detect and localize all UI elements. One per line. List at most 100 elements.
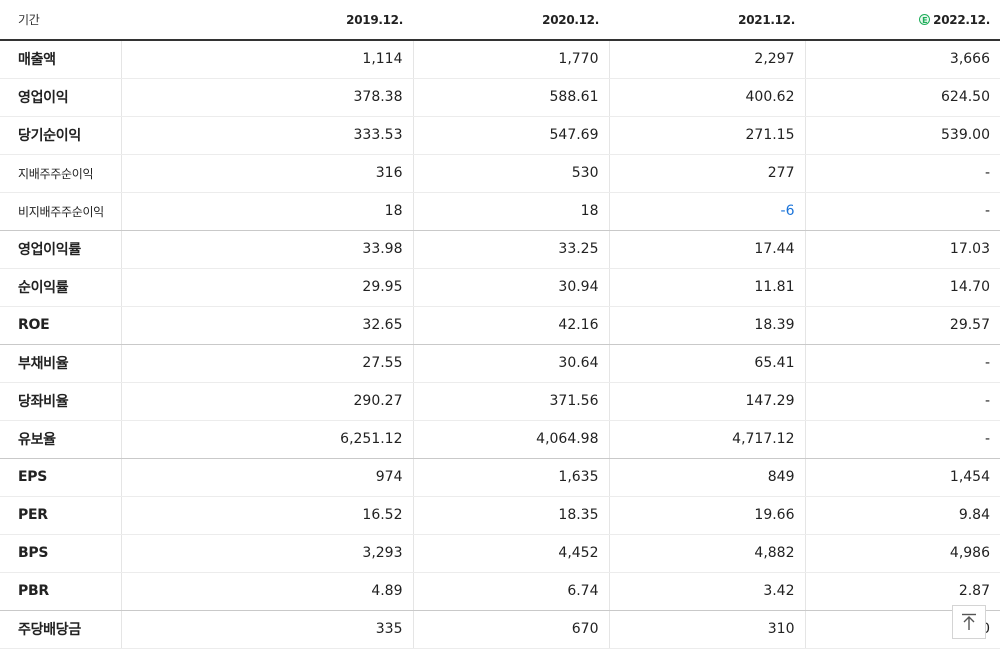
table-row: 유보율 6,251.12 4,064.98 4,717.12-: [0, 420, 1000, 459]
row-label: 지배주주순이익: [0, 154, 121, 193]
value-cell: 6.74: [412, 572, 609, 611]
row-label: 매출액: [0, 40, 121, 79]
value-cell: 849: [608, 458, 805, 497]
value-cell: 588.61: [412, 78, 609, 117]
value-cell: 310: [608, 610, 805, 649]
value-cell: -: [804, 382, 1000, 421]
value-cell: 14.70: [804, 268, 1000, 307]
value-cell: 335: [120, 610, 413, 649]
row-label: PBR: [0, 572, 121, 611]
value-cell: 1,114: [120, 40, 413, 79]
table-body: 매출액 1,114 1,770 2,297 3,666 영업이익 378.38 588.61 4…: [0, 40, 1000, 649]
row-label: 영업이익률: [0, 230, 121, 269]
row-label: 부채비율: [0, 344, 121, 383]
value-cell: 539.00: [804, 116, 1000, 155]
value-cell: 371.56: [412, 382, 609, 421]
value-cell: 33.98: [120, 230, 413, 269]
scroll-to-top-button[interactable]: [952, 605, 986, 639]
table-row: 비지배주주순이익 18 18 -6-: [0, 192, 1000, 231]
table-header: 기간 2019.12. 2020.12. 2021.12. E 2022.12.: [0, 0, 1000, 41]
row-label: 당좌비율: [0, 382, 121, 421]
row-label: 유보율: [0, 420, 121, 459]
value-cell: 974: [120, 458, 413, 497]
period-label: 2020.12.: [542, 12, 599, 27]
table-row: 당기순이익 333.53 547.69 271.15 539.00: [0, 116, 1000, 155]
period-label: 2019.12.: [346, 12, 403, 27]
value-cell: 271.15: [608, 116, 805, 155]
value-cell: 1,454: [804, 458, 1000, 497]
value-cell: 17.44: [608, 230, 805, 269]
value-cell: 6,251.12: [120, 420, 413, 459]
value-cell: 3,293: [120, 534, 413, 573]
value-cell: 4,717.12: [608, 420, 805, 459]
value-cell: 18: [120, 192, 413, 231]
row-label: 비지배주주순이익: [0, 192, 121, 231]
value-cell: 42.16: [412, 306, 609, 345]
value-cell: 4,452: [412, 534, 609, 573]
period-label: 2022.12.: [933, 12, 990, 27]
period-2021: 2021.12.: [609, 0, 805, 41]
value-cell: 32.65: [120, 306, 413, 345]
value-cell: 11.81: [608, 268, 805, 307]
period-2020: 2020.12.: [413, 0, 609, 41]
table-row: BPS 3,293 4,452 4,882 4,986: [0, 534, 1000, 573]
period-2019: 2019.12.: [121, 0, 413, 41]
table-row: 매출액 1,114 1,770 2,297 3,666: [0, 40, 1000, 79]
value-cell: 33.25: [412, 230, 609, 269]
value-cell: 378.38: [120, 78, 413, 117]
value-cell: 30.94: [412, 268, 609, 307]
table-row: PBR 4.89 6.74 3.42 2.87: [0, 572, 1000, 611]
value-cell: 1,635: [412, 458, 609, 497]
value-cell: 624.50: [804, 78, 1000, 117]
value-cell: 4,986: [804, 534, 1000, 573]
period-label: 2021.12.: [738, 12, 795, 27]
value-cell: 333.53: [120, 116, 413, 155]
value-cell: 1,770: [412, 40, 609, 79]
row-label: ROE: [0, 306, 121, 345]
value-cell: 3.42: [608, 572, 805, 611]
value-cell: 18.35: [412, 496, 609, 535]
row-label: 순이익률: [0, 268, 121, 307]
value-cell: 27.55: [120, 344, 413, 383]
value-cell: 65.41: [608, 344, 805, 383]
row-label: PER: [0, 496, 121, 535]
table-row: 영업이익 378.38 588.61 400.62 624.50: [0, 78, 1000, 117]
value-cell: 29.57: [804, 306, 1000, 345]
value-cell: 18.39: [608, 306, 805, 345]
value-cell: 530: [412, 154, 609, 193]
arrow-up-to-line-icon: [962, 613, 976, 630]
value-cell: 3,666: [804, 40, 1000, 79]
value-cell: 2,297: [608, 40, 805, 79]
value-cell: 9.84: [804, 496, 1000, 535]
value-cell: -6: [608, 192, 805, 231]
table-row: 부채비율 27.55 30.64 65.41-: [0, 344, 1000, 383]
value-cell: 277: [608, 154, 805, 193]
estimate-badge-icon: E: [919, 13, 931, 25]
value-cell: -: [804, 154, 1000, 193]
value-cell: 2.87: [804, 572, 1000, 611]
table-row: 영업이익률 33.98 33.25 17.44 17.03: [0, 230, 1000, 269]
value-cell: 19.66: [608, 496, 805, 535]
row-label: 주당배당금: [0, 610, 121, 649]
value-cell: -: [804, 192, 1000, 231]
value-cell: 16.52: [120, 496, 413, 535]
value-cell: 18: [412, 192, 609, 231]
table-row: 순이익률 29.95 30.94 11.81 14.70: [0, 268, 1000, 307]
value-cell: 316: [120, 154, 413, 193]
table-row: PER 16.52 18.35 19.66 9.84: [0, 496, 1000, 535]
value-cell: 400.62: [608, 78, 805, 117]
table-row: ROE 32.65 42.16 18.39 29.57: [0, 306, 1000, 345]
value-cell: -: [804, 344, 1000, 383]
header-row: 기간 2019.12. 2020.12. 2021.12. E 2022.12.: [0, 0, 1000, 41]
table-row: 당좌비율 290.27 371.56 147.29-: [0, 382, 1000, 421]
period-header-label: 기간: [0, 0, 121, 41]
value-cell: 547.69: [412, 116, 609, 155]
period-2022-estimate: E 2022.12.: [805, 0, 1000, 41]
value-cell: 29.95: [120, 268, 413, 307]
table-row: 지배주주순이익 316 530 277-: [0, 154, 1000, 193]
value-cell: -: [804, 420, 1000, 459]
value-cell: 4.89: [120, 572, 413, 611]
value-cell: 670: [412, 610, 609, 649]
value-cell: 147.29: [608, 382, 805, 421]
